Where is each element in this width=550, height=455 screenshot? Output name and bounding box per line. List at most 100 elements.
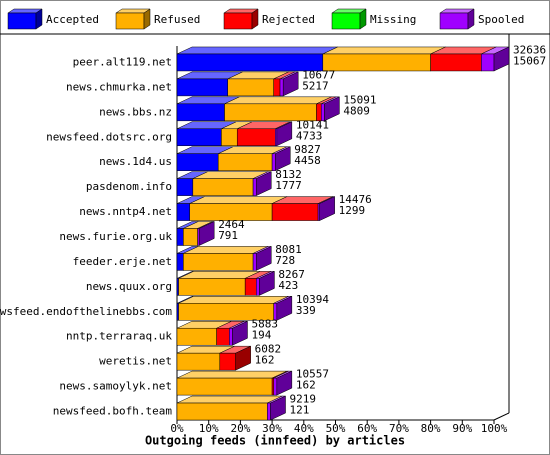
bar-segment xyxy=(229,327,233,346)
bar-segment xyxy=(176,228,184,246)
value-label: 194 xyxy=(251,329,271,342)
bar-top xyxy=(224,96,332,105)
legend-swatch xyxy=(7,12,37,30)
axis-line xyxy=(493,412,510,421)
bar-side xyxy=(275,146,291,172)
bar-segment xyxy=(183,228,198,246)
bar-side xyxy=(259,270,275,296)
legend-label: Rejected xyxy=(262,13,315,26)
y-tick-label: nntp.terraraq.uk xyxy=(66,330,172,343)
bar-top xyxy=(176,395,283,404)
y-tick-label: pasdenom.info xyxy=(86,180,172,193)
legend-swatch-side xyxy=(467,8,475,30)
bar-segment xyxy=(252,253,257,271)
x-tick-label: 20% xyxy=(230,422,250,435)
bar-side xyxy=(282,71,299,97)
bar-segment xyxy=(252,178,257,196)
bar-segment xyxy=(256,278,260,296)
value-label: 4809 xyxy=(343,104,370,117)
value-label: 6082 xyxy=(255,343,282,356)
legend-swatch-side xyxy=(35,8,43,30)
bar-segment xyxy=(219,352,236,371)
value-label: 162 xyxy=(255,354,275,367)
bar-segment xyxy=(279,78,284,97)
value-label: 4733 xyxy=(296,129,323,142)
bar-segment xyxy=(192,178,254,196)
y-tick-label: news.chmurka.net xyxy=(66,80,172,93)
x-tick-label: 100% xyxy=(481,422,508,435)
bar-segment xyxy=(176,53,324,72)
value-label: 8081 xyxy=(275,243,302,256)
bar-top xyxy=(189,196,288,204)
value-label: 14476 xyxy=(339,193,372,206)
value-label: 10557 xyxy=(296,368,329,381)
value-label: 15091 xyxy=(343,93,376,106)
y-tick-label: newsfeed.dotsrc.org xyxy=(46,130,172,143)
legend-label: Missing xyxy=(370,13,416,26)
bar-top xyxy=(322,46,446,55)
y-tick-label: news.samoylyk.net xyxy=(59,380,172,393)
bar-top xyxy=(176,370,288,379)
bar-segment xyxy=(273,377,278,396)
value-label: 2464 xyxy=(218,218,245,231)
bar-side xyxy=(276,121,293,147)
y-tick-label: peer.alt119.net xyxy=(73,55,172,68)
value-label: 32636 xyxy=(513,43,546,56)
bar-segment xyxy=(176,103,225,122)
bar-side xyxy=(493,46,510,72)
bar-segment xyxy=(176,327,217,346)
bar-segment xyxy=(176,178,194,196)
bar-segment xyxy=(183,253,254,271)
value-label: 10141 xyxy=(296,118,329,131)
bar-top xyxy=(178,296,289,304)
bar-segment xyxy=(430,53,482,72)
value-label: 5217 xyxy=(302,79,329,92)
x-tick-label: 90% xyxy=(452,422,472,435)
bar-side xyxy=(270,395,286,421)
legend-swatch xyxy=(331,12,361,30)
legend-label: Refused xyxy=(154,13,200,26)
bar-segment xyxy=(176,253,184,271)
y-tick-label: news.nntp4.net xyxy=(79,205,172,218)
bar-segment xyxy=(216,327,230,346)
value-label: 10677 xyxy=(302,68,335,81)
legend-label: Accepted xyxy=(46,13,99,26)
bar-segment xyxy=(176,78,228,97)
value-label: 1777 xyxy=(275,179,302,192)
bar-segment xyxy=(227,78,274,97)
bar-segment xyxy=(176,352,221,371)
x-tick-label: 50% xyxy=(326,422,346,435)
legend-swatch-side xyxy=(143,8,151,30)
bar-side xyxy=(276,370,293,396)
value-label: 9219 xyxy=(290,393,317,406)
bar-segment xyxy=(221,128,238,147)
y-tick-label: newsfeed.endofthelinebbs.com xyxy=(0,305,172,318)
x-tick-label: 70% xyxy=(389,422,409,435)
bar-segment xyxy=(267,402,271,421)
bar-side xyxy=(319,196,335,221)
legend-label: Spooled xyxy=(478,13,524,26)
chart-title: Outgoing feeds (innfeed) by articles xyxy=(145,434,405,448)
bar-segment xyxy=(176,402,268,421)
value-label: 10394 xyxy=(296,293,329,306)
value-label: 791 xyxy=(218,229,238,242)
bar-segment xyxy=(178,278,246,296)
bar-segment xyxy=(176,128,222,147)
x-tick-label: 80% xyxy=(421,422,441,435)
y-tick-label: news.furie.org.uk xyxy=(59,230,172,243)
bar-top xyxy=(176,46,338,55)
value-label: 5883 xyxy=(251,318,278,331)
y-tick-label: news.quux.org xyxy=(86,280,172,293)
bar-segment xyxy=(236,128,276,147)
bar-segment xyxy=(176,203,190,221)
x-tick-label: 0% xyxy=(170,422,184,435)
bar-side xyxy=(235,345,251,371)
bar-segment xyxy=(481,53,495,72)
y-tick-label: newsfeed.bofh.team xyxy=(53,405,173,418)
value-label: 339 xyxy=(296,304,316,317)
legend-swatch xyxy=(115,12,145,30)
bar-segment xyxy=(273,78,281,97)
y-tick-label: feeder.erje.net xyxy=(73,255,172,268)
bar-segment xyxy=(271,203,319,221)
